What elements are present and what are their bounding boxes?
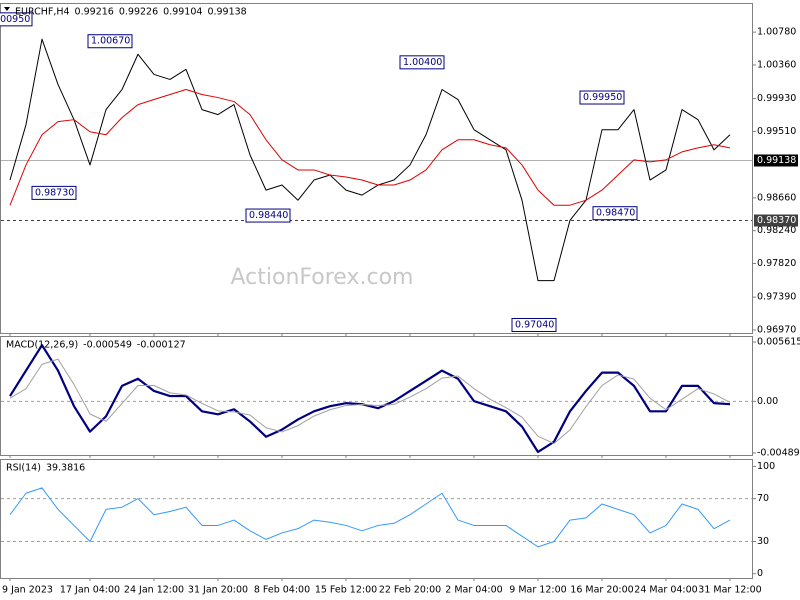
annotation: 0.99950 bbox=[579, 90, 625, 105]
y-tick-label: 1.00780 bbox=[757, 27, 796, 38]
annotation-label: 0.99950 bbox=[583, 92, 622, 103]
annotation-label: 1.00950 bbox=[0, 14, 30, 25]
header-value: 0.99216 bbox=[75, 7, 114, 18]
x-tick-label: 22 Feb 20:00 bbox=[379, 585, 441, 596]
y-tick-label: 0.96970 bbox=[757, 324, 796, 335]
x-tick-label: 24 Jan 12:00 bbox=[124, 585, 184, 596]
annotation-label: 0.98470 bbox=[596, 208, 635, 219]
annotation-box bbox=[87, 34, 133, 49]
annotation-label: 1.00400 bbox=[403, 57, 442, 68]
y-tick-label: 0.97820 bbox=[757, 258, 796, 269]
price-panel bbox=[0, 3, 753, 334]
macd-panel bbox=[0, 336, 753, 456]
x-tick-label: 9 Mar 12:00 bbox=[509, 585, 566, 596]
annotation-box bbox=[592, 206, 638, 221]
annotation-box bbox=[31, 185, 77, 200]
price-box bbox=[754, 154, 798, 167]
annotation-box bbox=[245, 208, 291, 223]
y-tick-label: 0.99930 bbox=[757, 93, 796, 104]
y-tick-label: 0.98240 bbox=[757, 225, 796, 236]
header-value: 0.99104 bbox=[163, 7, 202, 18]
panel-title: EURCHF,H4 bbox=[15, 7, 70, 18]
y-tick-label: 70 bbox=[757, 493, 769, 504]
collapse-icon bbox=[4, 7, 10, 11]
y-tick-label: 0.00 bbox=[757, 396, 778, 407]
y-tick-label: 0.005615 bbox=[757, 337, 800, 348]
y-tick-label: 0 bbox=[757, 568, 763, 579]
y-tick-label: 30 bbox=[757, 536, 769, 547]
x-tick-label: 24 Mar 04:00 bbox=[634, 585, 697, 596]
series-line bbox=[9, 89, 731, 206]
x-tick-label: 16 Mar 20:00 bbox=[570, 585, 633, 596]
annotation-label: 0.98730 bbox=[35, 187, 74, 198]
y-tick-label: 0.99510 bbox=[757, 126, 796, 137]
annotation-label: 0.97040 bbox=[515, 319, 554, 330]
panel-title: RSI(14) bbox=[6, 463, 41, 474]
x-tick-label: 9 Jan 2023 bbox=[2, 585, 53, 596]
annotation: 0.98730 bbox=[31, 185, 77, 200]
annotation: 1.00950 bbox=[0, 12, 33, 27]
annotation-label: 0.98440 bbox=[249, 210, 288, 221]
annotation-label: 1.00670 bbox=[91, 36, 130, 47]
annotation-box bbox=[399, 55, 445, 70]
annotation: 0.97040 bbox=[511, 317, 557, 332]
annotation: 0.98440 bbox=[245, 208, 291, 223]
y-tick-label: 1.00360 bbox=[757, 59, 796, 70]
header-value: 0.99226 bbox=[119, 7, 158, 18]
price-box-label: 0.99138 bbox=[757, 155, 796, 166]
header-value: -0.000127 bbox=[137, 340, 186, 351]
x-tick-label: 31 Jan 20:00 bbox=[188, 585, 248, 596]
header-value: 39.3816 bbox=[46, 463, 85, 474]
annotation: 1.00670 bbox=[87, 34, 133, 49]
y-tick-label: -0.004892 bbox=[757, 447, 800, 458]
panel-title: MACD(12,26,9) bbox=[6, 340, 78, 351]
header-value: 0.99138 bbox=[207, 7, 246, 18]
series-line bbox=[9, 344, 731, 454]
series-line bbox=[9, 487, 731, 548]
rsi-panel bbox=[0, 459, 753, 579]
annotation-box bbox=[579, 90, 625, 105]
series-line bbox=[9, 358, 731, 445]
y-tick-label: 100 bbox=[757, 461, 775, 472]
annotation: 1.00400 bbox=[399, 55, 445, 70]
x-tick-label: 8 Feb 04:00 bbox=[254, 585, 310, 596]
annotation-box bbox=[0, 12, 33, 27]
watermark: ActionForex.com bbox=[231, 265, 414, 290]
x-tick-label: 17 Jan 04:00 bbox=[60, 585, 120, 596]
x-tick-label: 2 Mar 04:00 bbox=[445, 585, 502, 596]
y-tick-label: 0.97390 bbox=[757, 292, 796, 303]
series-line bbox=[9, 38, 731, 282]
price-box bbox=[754, 214, 798, 227]
annotation-box bbox=[511, 317, 557, 332]
annotation: 0.98470 bbox=[592, 206, 638, 221]
x-tick-label: 31 Mar 12:00 bbox=[698, 585, 761, 596]
header-value: -0.000549 bbox=[83, 340, 132, 351]
x-tick-label: 15 Feb 12:00 bbox=[315, 585, 377, 596]
y-tick-label: 0.98660 bbox=[757, 192, 796, 203]
price-box-label: 0.98370 bbox=[757, 215, 796, 226]
